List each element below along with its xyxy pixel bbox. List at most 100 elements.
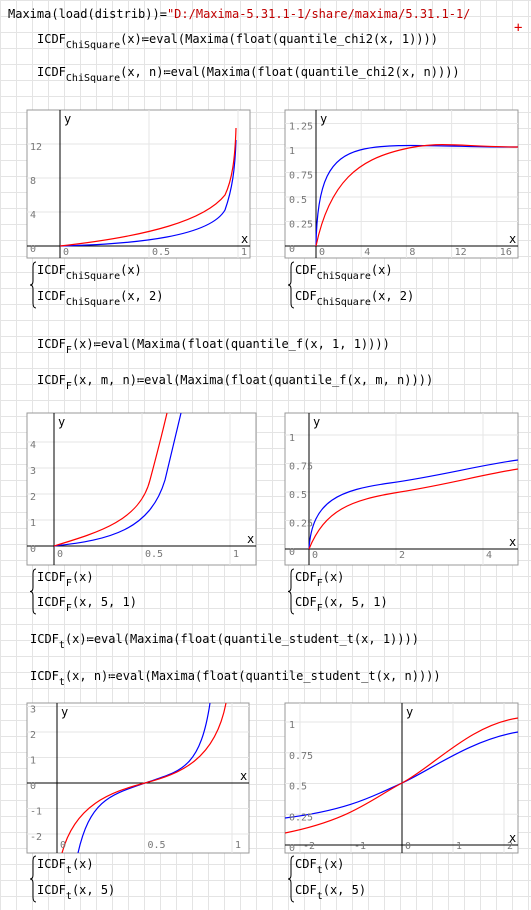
curve (53, 413, 168, 547)
x-tick-label: 2 (399, 550, 405, 561)
x-axis-label: x (509, 232, 516, 246)
x-axis-label: x (241, 232, 248, 246)
curve (315, 144, 518, 247)
arguments: (x, 5) (72, 883, 115, 897)
marker: + (514, 20, 522, 36)
command: Maxima(load(distrib))= (8, 7, 167, 21)
function-name: CDF (295, 570, 317, 584)
subscript: ChiSquare (317, 297, 371, 308)
y-tick-label: 0 (30, 244, 36, 255)
function-name: ICDF (37, 337, 66, 351)
y-axis-label: y (64, 112, 71, 126)
curve (59, 139, 237, 247)
legend-entry: CDFF(x) (295, 570, 344, 589)
y-tick-label: 0.5 (289, 195, 307, 206)
curve (61, 703, 227, 853)
x-tick-label: 0 (60, 840, 66, 851)
y-tick-label: 1 (30, 756, 36, 767)
x-tick-label: -2 (303, 841, 315, 852)
x-tick-label: 0 (57, 549, 63, 560)
legend-entry: CDFChiSquare(x) (295, 263, 393, 282)
function-name: CDF (295, 263, 317, 277)
legend-entry: ICDFF(x, 5, 1) (37, 595, 137, 614)
subscript: t (59, 640, 65, 651)
x-tick-label: 0 (63, 247, 69, 258)
subscript: t (66, 865, 72, 876)
x-axis-label: x (247, 532, 254, 546)
brace (29, 568, 37, 615)
plot-area (285, 110, 518, 258)
plot: 0 2 4 0 0.25 0.5 0.75 1 x y (284, 412, 519, 566)
subscript: ChiSquare (66, 297, 120, 308)
brace (29, 855, 37, 903)
subscript: ChiSquare (317, 271, 371, 282)
brace (287, 261, 295, 309)
arguments: (x) (323, 570, 345, 584)
function-name: ICDF (37, 857, 66, 871)
function-name: ICDF (37, 263, 66, 277)
plot: 0 0.5 1 0 1 2 3 4 x y (26, 412, 257, 566)
x-tick-label: 0 (319, 247, 325, 258)
curve (53, 413, 182, 547)
subscript: ChiSquare (66, 271, 120, 282)
subscript: ChiSquare (66, 40, 120, 51)
definition: ICDFt(x, n)≔eval(Maxima(float(quantile_s… (30, 669, 441, 688)
legend-entry: CDFF(x, 5, 1) (295, 595, 388, 614)
function-name: CDF (295, 289, 317, 303)
y-tick-label: 0.25 (289, 519, 313, 530)
x-axis-label: x (509, 831, 516, 845)
plot-area (285, 703, 518, 853)
x-tick-label: 0 (312, 550, 318, 561)
subscript: F (66, 345, 72, 356)
y-tick-label: 0.5 (289, 490, 307, 501)
function-name: CDF (295, 857, 317, 871)
function-name: CDF (295, 883, 317, 897)
y-tick-label: 0.75 (289, 462, 313, 473)
curve (59, 127, 237, 247)
y-tick-label: 0.75 (289, 751, 313, 762)
legend-entry: ICDFt(x) (37, 857, 94, 876)
y-tick-label: 3 (30, 466, 36, 477)
y-tick-label: -2 (30, 832, 42, 843)
legend-entry: CDFChiSquare(x, 2) (295, 289, 414, 308)
brace (287, 568, 295, 615)
x-tick-label: 0.5 (152, 247, 170, 258)
curve (308, 468, 518, 550)
y-tick-label: 4 (30, 440, 36, 451)
y-tick-label: 0 (30, 781, 36, 792)
subscript: t (317, 865, 323, 876)
curve (285, 717, 518, 834)
arguments: (x)≔eval(Maxima(float(quantile_chi2(x, 1… (120, 32, 438, 46)
y-tick-label: -1 (30, 807, 42, 818)
y-axis-label: y (320, 112, 327, 126)
y-axis-label: y (61, 705, 68, 719)
definition: ICDFF(x, m, n)≔eval(Maxima(float(quantil… (37, 373, 433, 392)
arguments: (x)≔eval(Maxima(float(quantile_student_t… (65, 632, 419, 646)
definition: ICDFChiSquare(x)≔eval(Maxima(float(quant… (37, 32, 438, 51)
function-name: ICDF (37, 373, 66, 387)
arguments: (x) (371, 263, 393, 277)
plot: -2 -1 0 1 2 0 0.25 0.5 0.75 1 x y (284, 702, 519, 854)
plot-area (27, 413, 256, 565)
x-tick-label: 1 (241, 247, 247, 258)
arguments: (x) (323, 857, 345, 871)
arguments: (x) (72, 570, 94, 584)
subscript: t (59, 677, 65, 688)
arguments: (x, 2) (371, 289, 414, 303)
y-tick-label: 0.75 (289, 171, 313, 182)
subscript: t (66, 891, 72, 902)
plot-frame (284, 109, 519, 259)
y-axis-label: y (313, 415, 320, 429)
y-tick-label: 0.5 (289, 782, 307, 793)
x-tick-label: 1 (456, 841, 462, 852)
y-tick-label: 4 (30, 210, 36, 221)
arguments: (x, 2) (120, 289, 163, 303)
legend-entry: ICDFChiSquare(x, 2) (37, 289, 163, 308)
plot: 0 4 8 12 16 0 0.25 0.5 0.75 1 1.25 x y (284, 109, 519, 259)
x-axis-label: x (240, 769, 247, 783)
x-axis-label: x (509, 535, 516, 549)
function-name: ICDF (37, 595, 66, 609)
arguments: (x, m, n)≔eval(Maxima(float(quantile_f(x… (72, 373, 433, 387)
function-name: ICDF (37, 65, 66, 79)
